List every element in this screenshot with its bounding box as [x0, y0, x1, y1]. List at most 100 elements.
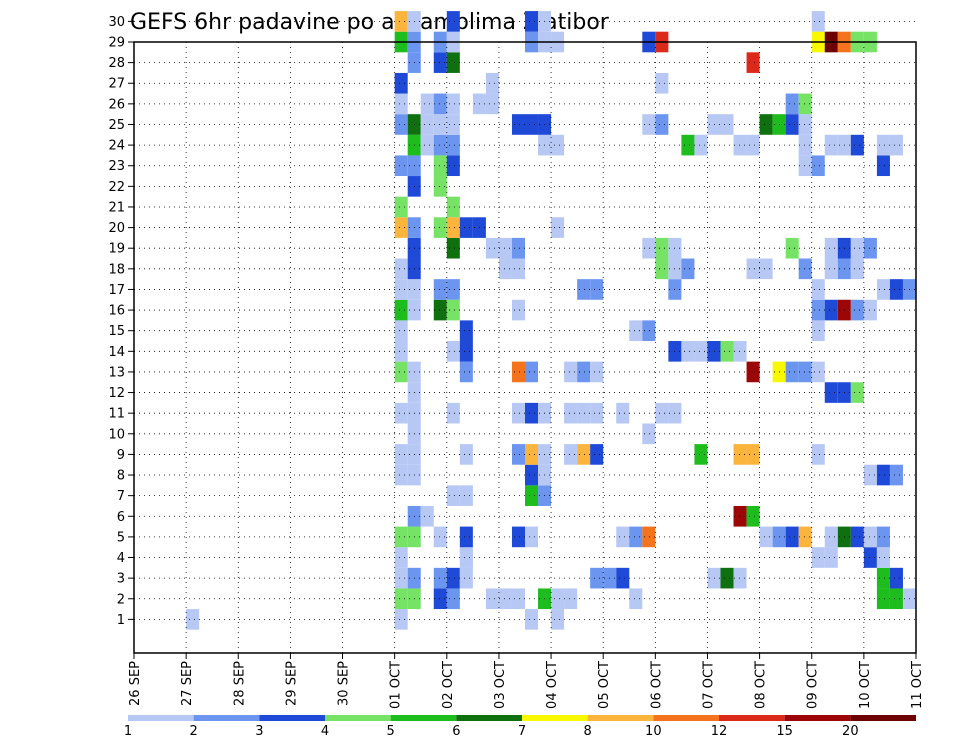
- x-axis-ticks: 26 SEP 27 SEP 28 SEP 29 SEP 30 SEP 01 OCT 02 O…: [128, 653, 925, 709]
- heatmap-cell: [420, 505, 434, 527]
- x-tick-label: 08 OCT: [754, 661, 769, 709]
- heatmap-cell: [525, 464, 539, 486]
- x-tick-label: 30 SEP: [337, 661, 352, 706]
- heatmap-cell: [811, 444, 825, 465]
- heatmap-cell: [186, 609, 200, 630]
- heatmap-cell: [590, 567, 604, 589]
- heatmap-cell: [394, 258, 408, 280]
- heatmap-cell: [394, 402, 408, 424]
- heatmap-cell: [889, 279, 903, 300]
- x-tick-label: 03 OCT: [493, 661, 508, 709]
- heatmap-cell: [433, 52, 447, 73]
- heatmap-cell: [824, 382, 838, 403]
- heatmap-cell: [564, 444, 578, 465]
- x-tick-label: 07 OCT: [701, 661, 716, 709]
- heatmap-cell: [511, 114, 525, 135]
- heatmap-cell: [746, 505, 760, 527]
- heatmap-cell: [733, 444, 747, 465]
- heatmap-cell: [551, 217, 565, 238]
- heatmap-cell: [798, 526, 812, 548]
- heatmap-cell: [811, 547, 825, 568]
- heatmap-cell: [746, 134, 760, 156]
- heatmap-cell: [876, 279, 890, 300]
- heatmap-cell: [863, 237, 877, 259]
- heatmap-cell: [863, 547, 877, 568]
- legend-swatch: [390, 715, 457, 721]
- heatmap-cell: [824, 134, 838, 156]
- heatmap-cell: [850, 526, 864, 548]
- heatmap-cell: [759, 258, 773, 280]
- heatmap-cell: [498, 588, 512, 610]
- heatmap-cell: [433, 134, 447, 156]
- heatmap-cell: [459, 444, 473, 465]
- heatmap-cell: [746, 361, 760, 383]
- heatmap-cell: [394, 114, 408, 135]
- heatmap-cell: [446, 217, 460, 238]
- heatmap-cell: [446, 279, 460, 300]
- heatmap-cell: [889, 567, 903, 589]
- heatmap-cell: [446, 134, 460, 156]
- legend-label: 5: [387, 724, 395, 739]
- heatmap-cell: [459, 320, 473, 341]
- heatmap-cell: [511, 588, 525, 610]
- heatmap-cell: [394, 526, 408, 548]
- y-tick-label: 10: [108, 427, 125, 442]
- heatmap-cell: [446, 567, 460, 589]
- heatmap-cell: [590, 444, 604, 465]
- heatmap-cell: [433, 176, 447, 197]
- heatmap-cell: [811, 361, 825, 383]
- heatmap-cell: [511, 444, 525, 465]
- heatmap-cell: [798, 134, 812, 156]
- legend-swatch: [193, 715, 260, 721]
- heatmap-cell: [511, 361, 525, 383]
- heatmap-cell: [511, 402, 525, 424]
- heatmap-cell: [498, 237, 512, 259]
- heatmap-cell: [433, 93, 447, 115]
- y-axis-ticks: 1234567891011121314151617181920212223242…: [108, 15, 134, 628]
- color-legend: 1 2 3 4 5 6 7 8 10 12 15 20: [124, 715, 916, 739]
- heatmap-cell: [616, 402, 630, 424]
- y-tick-label: 8: [117, 469, 125, 484]
- heatmap-cell: [525, 526, 539, 548]
- heatmap-cell: [642, 423, 656, 445]
- heatmap-cell: [785, 114, 799, 135]
- x-tick-label: 29 SEP: [284, 661, 299, 706]
- legend-swatch: [653, 715, 719, 721]
- heatmap-cell: [525, 11, 539, 32]
- heatmap-cell: [785, 361, 799, 383]
- heatmap-cell: [394, 464, 408, 486]
- heatmap-cell: [525, 444, 539, 465]
- y-tick-label: 30: [108, 15, 125, 30]
- y-tick-label: 11: [108, 407, 125, 422]
- plot-frame: [133, 41, 917, 654]
- heatmap-cell: [824, 547, 838, 568]
- heatmap-cell: [446, 114, 460, 135]
- x-tick-label: 02 OCT: [441, 661, 456, 709]
- heatmap-cell: [511, 258, 525, 280]
- y-tick-label: 13: [108, 365, 125, 380]
- heatmap-cell: [707, 341, 721, 362]
- heatmap-cell: [433, 217, 447, 238]
- heatmap-cell: [577, 444, 591, 465]
- heatmap-cell: [446, 11, 460, 32]
- heatmap-cell: [655, 114, 669, 135]
- legend-swatch: [850, 715, 916, 721]
- x-tick-label: 01 OCT: [389, 661, 404, 709]
- y-tick-label: 7: [117, 489, 125, 504]
- heatmap-cell: [876, 547, 890, 568]
- heatmap-cell: [694, 444, 708, 465]
- heatmap-cell: [642, 320, 656, 341]
- heatmap-cell: [629, 588, 643, 610]
- y-tick-label: 12: [108, 386, 125, 401]
- x-tick-label: 28 SEP: [232, 661, 247, 706]
- heatmap-cell: [394, 279, 408, 300]
- heatmap-cell: [394, 11, 408, 32]
- heatmap-cell: [551, 588, 565, 610]
- x-tick-label: 26 SEP: [128, 661, 143, 706]
- heatmap-cell: [446, 485, 460, 506]
- y-tick-label: 18: [108, 262, 125, 277]
- heatmap-cell: [525, 114, 539, 135]
- y-tick-label: 14: [108, 345, 125, 360]
- legend-swatch: [456, 715, 522, 721]
